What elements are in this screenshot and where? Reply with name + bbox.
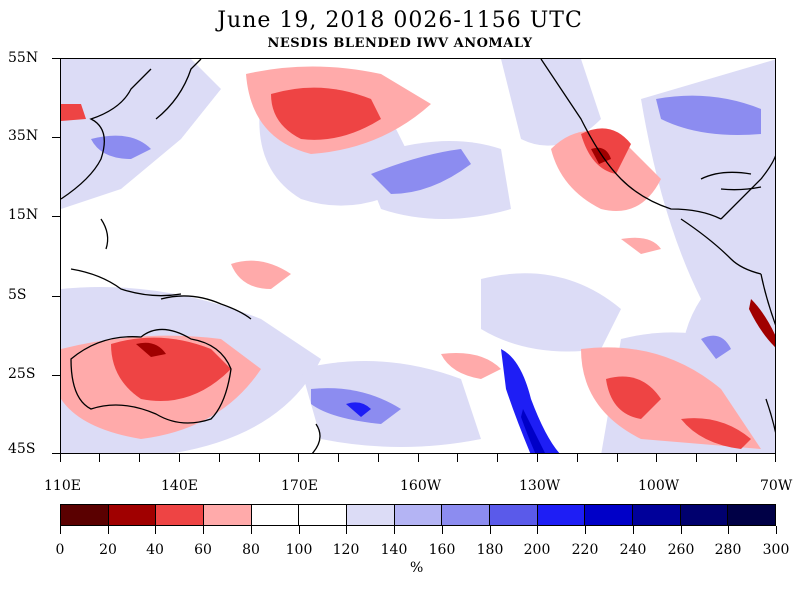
lon-tick — [219, 454, 220, 462]
colorbar-tick — [442, 526, 443, 534]
lon-tick — [656, 454, 657, 462]
lon-tick — [338, 454, 339, 462]
lat-label-5s: 5S — [8, 287, 27, 303]
colorbar-segment — [441, 505, 490, 525]
colorbar-tick-label: 100 — [285, 542, 313, 558]
lon-tick — [418, 454, 419, 462]
lon-label-110e: 110E — [44, 478, 81, 494]
anomaly-map — [60, 58, 776, 454]
colorbar-tick — [108, 526, 109, 534]
colorbar-tick-label: 240 — [619, 542, 647, 558]
colorbar-segment — [632, 505, 680, 525]
lon-label-170e: 170E — [281, 478, 318, 494]
colorbar-segment — [107, 505, 156, 525]
colorbar-tick — [155, 526, 156, 534]
map-title: June 19, 2018 0026-1156 UTC — [217, 8, 583, 33]
lat-tick — [52, 216, 60, 217]
colorbar-tick — [346, 526, 347, 534]
lon-tick — [179, 454, 180, 462]
red-patches — [61, 87, 751, 449]
lat-label-25s: 25S — [8, 366, 36, 382]
colorbar-tick — [681, 526, 682, 534]
colorbar-tick-label: 220 — [571, 542, 599, 558]
colorbar-tick-label: 0 — [55, 542, 65, 558]
lon-tick — [617, 454, 618, 462]
colorbar-tick-label: 160 — [428, 542, 456, 558]
colorbar-segment — [536, 505, 585, 525]
lon-tick — [457, 454, 458, 462]
lon-tick — [537, 454, 538, 462]
lat-tick — [52, 375, 60, 376]
colorbar-tick — [394, 526, 395, 534]
colorbar-segment — [346, 505, 394, 525]
colorbar-segment — [203, 505, 251, 525]
colorbar-unit: % — [410, 560, 424, 576]
colorbar-segment — [155, 505, 204, 525]
colorbar-segment — [584, 505, 633, 525]
colorbar-segment — [393, 505, 442, 525]
lon-tick — [60, 454, 61, 462]
lat-tick — [52, 453, 60, 454]
colorbar-tick — [60, 526, 61, 534]
lat-label-45s: 45S — [8, 441, 36, 457]
colorbar-tick — [251, 526, 252, 534]
lon-tick — [775, 454, 776, 462]
lon-label-70w: 70W — [760, 478, 793, 494]
colorbar-tick — [776, 526, 777, 534]
colorbar-tick — [585, 526, 586, 534]
colorbar-tick-label: 120 — [332, 542, 360, 558]
colorbar-segment — [489, 505, 537, 525]
lat-tick — [52, 296, 60, 297]
lat-label-35n: 35N — [8, 128, 39, 144]
colorbar-tick-label: 80 — [242, 542, 260, 558]
lon-tick — [139, 454, 140, 462]
colorbar-tick-label: 20 — [99, 542, 117, 558]
colorbar-segment — [298, 505, 347, 525]
colorbar-tick-label: 180 — [476, 542, 504, 558]
anomaly-field — [61, 59, 775, 453]
colorbar — [60, 504, 776, 526]
lon-label-100w: 100W — [638, 478, 680, 494]
colorbar-tick-label: 300 — [762, 542, 790, 558]
colorbar-segment — [250, 505, 299, 525]
colorbar-segment — [61, 505, 108, 525]
lon-label-160w: 160W — [400, 478, 442, 494]
colorbar-tick — [633, 526, 634, 534]
colorbar-tick-label: 260 — [667, 542, 695, 558]
lon-label-130w: 130W — [519, 478, 561, 494]
colorbar-tick — [203, 526, 204, 534]
colorbar-tick-label: 40 — [146, 542, 164, 558]
lat-label-55n: 55N — [8, 50, 39, 66]
colorbar-tick-label: 60 — [194, 542, 212, 558]
lat-label-15n: 15N — [8, 207, 39, 223]
dark-blue-streak — [346, 349, 560, 453]
colorbar-tick-label: 140 — [380, 542, 408, 558]
colorbar-tick — [299, 526, 300, 534]
colorbar-tick-label: 280 — [714, 542, 742, 558]
dark-red-patches — [136, 147, 775, 357]
map-subtitle: NESDIS BLENDED IWV ANOMALY — [267, 36, 533, 51]
colorbar-tick — [728, 526, 729, 534]
lon-tick — [696, 454, 697, 462]
colorbar-tick — [490, 526, 491, 534]
lon-tick — [259, 454, 260, 462]
blue-patches — [91, 95, 761, 424]
colorbar-tick — [537, 526, 538, 534]
lon-tick — [378, 454, 379, 462]
lon-label-140e: 140E — [161, 478, 198, 494]
lon-tick — [298, 454, 299, 462]
colorbar-tick-label: 200 — [523, 542, 551, 558]
lon-tick — [736, 454, 737, 462]
coastlines — [61, 59, 775, 453]
lon-tick — [497, 454, 498, 462]
lon-tick — [99, 454, 100, 462]
lat-tick — [52, 58, 60, 59]
colorbar-segment — [727, 505, 776, 525]
lon-tick — [577, 454, 578, 462]
lat-tick — [52, 137, 60, 138]
colorbar-segment — [679, 505, 728, 525]
